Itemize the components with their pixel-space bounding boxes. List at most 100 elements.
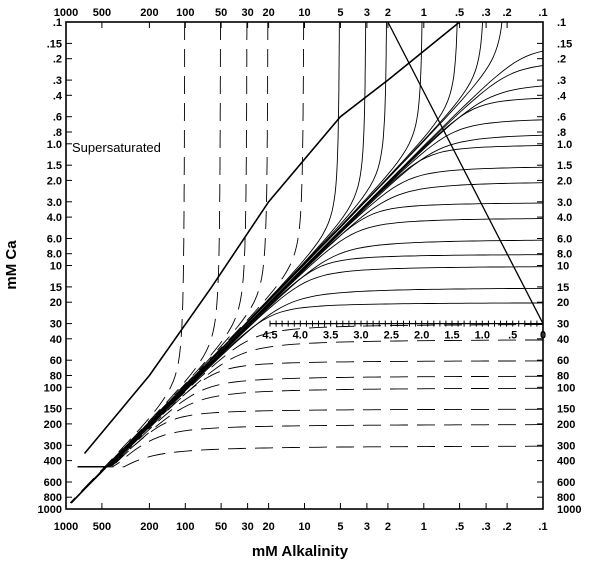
inset-scale-label: 4.5: [262, 330, 277, 342]
y-tick-label-right: 6.0: [557, 234, 572, 246]
y-tick-label-right: 4.0: [557, 212, 572, 224]
y-tick-label-left: .4: [53, 90, 63, 102]
y-tick-label-left: 400: [44, 456, 62, 468]
ca-isoline: [77, 387, 543, 468]
y-tick-label-right: 800: [557, 492, 575, 504]
y-tick-label-right: 8.0: [557, 249, 572, 261]
ca-isoline: [77, 339, 543, 468]
alk-isoline: [69, 21, 186, 504]
y-tick-label-right: 10: [557, 261, 569, 273]
y-tick-label-right: 15: [557, 282, 569, 294]
y-tick-label-right: .4: [557, 90, 567, 102]
y-axis-title: mM Ca: [3, 240, 20, 290]
x-tick-label-top: .3: [482, 7, 491, 19]
x-tick-label-top: .2: [503, 7, 512, 19]
y-tick-label-left: 1.5: [47, 160, 62, 172]
x-tick-label-bottom: 100: [176, 521, 194, 533]
ca-isoline: [77, 375, 543, 468]
inset-scale-label: 2.5: [384, 330, 399, 342]
y-tick-label-left: 20: [50, 297, 62, 309]
inset-scale-label: 0: [540, 330, 546, 342]
alk-isoline: [70, 22, 248, 504]
x-tick-label-bottom: .1: [538, 521, 547, 533]
alk-isoline: [71, 21, 503, 504]
x-tick-label-bottom: 10: [298, 521, 310, 533]
x-tick-label-top: 1: [421, 7, 427, 19]
tick-layer: [65, 21, 544, 510]
x-tick-label-top: 20: [262, 7, 274, 19]
y-tick-label-left: 150: [44, 404, 62, 416]
x-tick-label-top: 3: [364, 7, 370, 19]
label-layer: 1000100050050020020010010050503030202010…: [38, 7, 582, 533]
ca-isoline: [77, 302, 544, 468]
x-tick-label-bottom: .2: [503, 521, 512, 533]
x-tick-label-bottom: .5: [455, 521, 464, 533]
y-tick-label-left: 10: [50, 261, 62, 273]
x-tick-label-bottom: 1000: [54, 521, 78, 533]
y-tick-label-right: 600: [557, 477, 575, 489]
inset-scale-label: 2.0: [414, 330, 429, 342]
inset-scale-label: .5: [508, 330, 517, 342]
ca-isoline: [77, 119, 544, 468]
x-tick-label-top: 200: [140, 7, 158, 19]
ca-isoline: [77, 324, 543, 468]
y-tick-label-right: 20: [557, 297, 569, 309]
x-tick-label-top: 30: [241, 7, 253, 19]
y-tick-label-right: 1.0: [557, 139, 572, 151]
y-tick-label-right: 60: [557, 355, 569, 367]
x-tick-label-bottom: 1: [421, 521, 427, 533]
alk-isoline: [70, 22, 269, 504]
y-tick-label-left: 4.0: [47, 212, 62, 224]
x-tick-label-bottom: 50: [215, 521, 227, 533]
y-tick-label-left: 1.0: [47, 139, 62, 151]
y-tick-label-left: .1: [53, 17, 62, 29]
y-tick-label-right: .6: [557, 112, 566, 124]
x-tick-label-top: 100: [176, 7, 194, 19]
y-tick-label-right: 100: [557, 382, 575, 394]
alk-isoline: [70, 21, 367, 504]
x-tick-label-top: 10: [298, 7, 310, 19]
ca-isoline: [77, 445, 543, 468]
ca-isoline: [77, 360, 543, 468]
y-tick-label-left: 3.0: [47, 197, 62, 209]
y-tick-label-left: 40: [50, 334, 62, 346]
y-tick-label-right: 3.0: [557, 197, 572, 209]
curve-layer: [69, 21, 544, 504]
y-tick-label-right: 80: [557, 371, 569, 383]
x-tick-label-bottom: 500: [93, 521, 111, 533]
x-tick-label-top: .1: [538, 7, 547, 19]
y-tick-label-right: 2.0: [557, 175, 572, 187]
inset-scale-label: 1.0: [475, 330, 490, 342]
inset-scale-label: 4.0: [293, 330, 308, 342]
alk-isoline: [70, 21, 340, 504]
ca-isoline: [77, 145, 544, 468]
saturation-curve: [83, 21, 461, 455]
x-axis-title: mM Alkalinity: [252, 543, 349, 560]
x-tick-label-bottom: 20: [262, 521, 274, 533]
y-tick-label-left: 600: [44, 477, 62, 489]
y-tick-label-left: .6: [53, 112, 62, 124]
ca-isoline: [77, 239, 543, 468]
y-tick-label-left: .15: [47, 38, 62, 50]
y-tick-label-right: 30: [557, 319, 569, 331]
x-tick-label-top: 50: [215, 7, 227, 19]
y-tick-label-left: .8: [53, 127, 62, 139]
y-tick-label-right: 200: [557, 419, 575, 431]
x-tick-label-bottom: .3: [482, 521, 491, 533]
y-tick-label-right: 300: [557, 440, 575, 452]
y-tick-label-right: 1000: [557, 504, 581, 516]
y-tick-label-left: 30: [50, 319, 62, 331]
x-tick-label-bottom: 30: [241, 521, 253, 533]
y-tick-label-left: 15: [50, 282, 62, 294]
y-tick-label-right: .8: [557, 127, 566, 139]
y-tick-label-left: 1000: [38, 504, 62, 516]
inset-scale-label: 1.5: [444, 330, 459, 342]
x-tick-label-bottom: 3: [364, 521, 370, 533]
alk-isoline: [71, 21, 458, 504]
y-tick-label-right: 1.5: [557, 160, 572, 172]
y-tick-label-left: 2.0: [47, 175, 62, 187]
inset-scale-label: 3.0: [353, 330, 368, 342]
y-tick-label-right: 150: [557, 404, 575, 416]
x-tick-label-top: 1000: [54, 7, 78, 19]
y-tick-label-right: 40: [557, 334, 569, 346]
